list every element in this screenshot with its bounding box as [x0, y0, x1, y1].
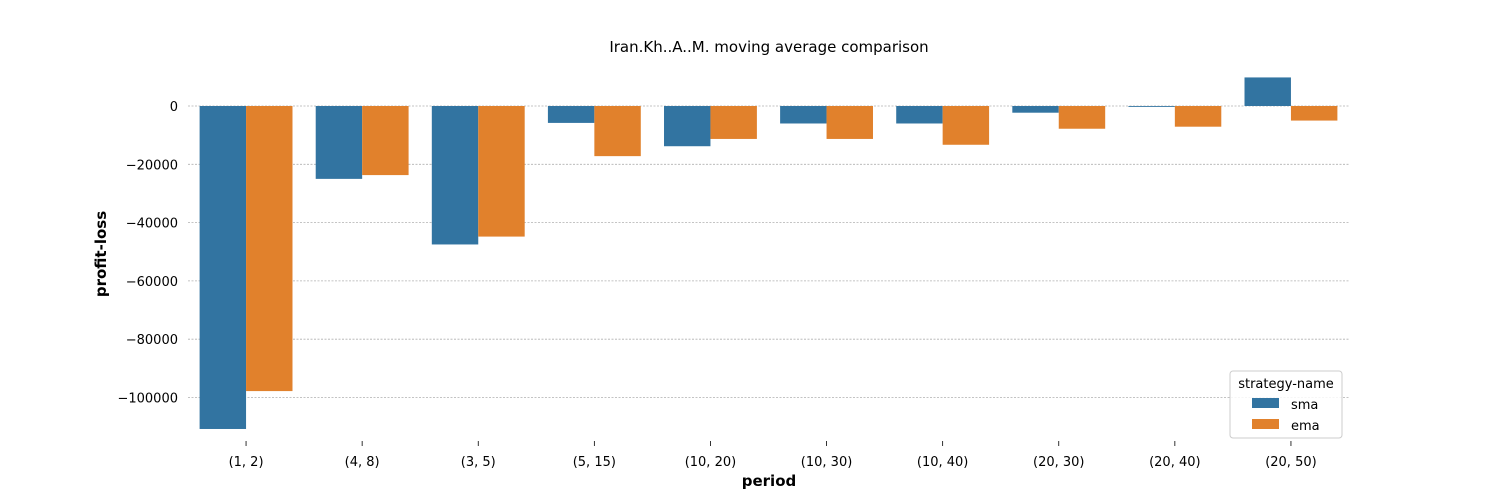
bar-ema — [710, 106, 757, 139]
bar-ema — [362, 106, 409, 176]
legend-swatch-sma — [1252, 398, 1279, 408]
legend: strategy-name sma ema — [1229, 370, 1343, 439]
y-tick-label: −100000 — [117, 392, 178, 407]
y-tick-label: 0 — [170, 100, 178, 115]
bar-ema — [1290, 106, 1338, 121]
legend-title: strategy-name — [1238, 377, 1334, 392]
x-tick-label: (3, 5) — [461, 455, 496, 470]
x-tick-label: (10, 20) — [685, 455, 737, 470]
y-tick-label: −20000 — [126, 158, 178, 173]
bar-sma — [199, 106, 247, 429]
bar-ema — [246, 106, 293, 392]
bar-sma — [664, 106, 711, 147]
bar-ema — [826, 106, 873, 139]
bar-ema — [1174, 106, 1222, 127]
x-tick-label: (1, 2) — [229, 455, 264, 470]
legend-label-ema: ema — [1291, 419, 1320, 434]
bar-sma — [1244, 77, 1291, 106]
bar-ema — [1058, 106, 1106, 129]
y-axis-ticks: 0 −20000 −40000 −60000 −80000 −100000 — [117, 100, 178, 407]
x-tick-label: (5, 15) — [573, 455, 616, 470]
x-tick-label: (10, 40) — [917, 455, 969, 470]
chart-title: Iran.Kh..A..M. moving average comparison — [609, 38, 928, 56]
bar-ema — [478, 106, 525, 237]
x-axis-label: period — [742, 472, 797, 490]
bar-sma — [547, 106, 595, 123]
x-tick-label: (20, 40) — [1149, 455, 1201, 470]
bar-sma — [896, 106, 943, 124]
x-axis-ticks: (1, 2) (4, 8) (3, 5) (5, 15) (10, 20) (10, 30… — [229, 441, 1317, 470]
bar-sma — [315, 106, 363, 179]
x-tick-label: (20, 50) — [1265, 455, 1317, 470]
y-tick-label: −80000 — [126, 333, 178, 348]
legend-swatch-ema — [1252, 419, 1279, 429]
bar-ema — [594, 106, 641, 157]
legend-label-sma: sma — [1291, 398, 1318, 413]
x-tick-label: (20, 30) — [1033, 455, 1085, 470]
x-tick-label: (4, 8) — [345, 455, 380, 470]
bar-sma — [1128, 106, 1175, 107]
y-tick-label: −40000 — [126, 217, 178, 232]
y-tick-label: −60000 — [126, 275, 178, 290]
bar-sma — [431, 106, 479, 245]
x-tick-label: (10, 30) — [801, 455, 853, 470]
y-axis-label: profit-loss — [92, 211, 110, 297]
bars — [199, 77, 1338, 429]
bar-sma — [780, 106, 827, 124]
bar-sma — [1012, 106, 1059, 113]
bar-ema — [942, 106, 990, 145]
